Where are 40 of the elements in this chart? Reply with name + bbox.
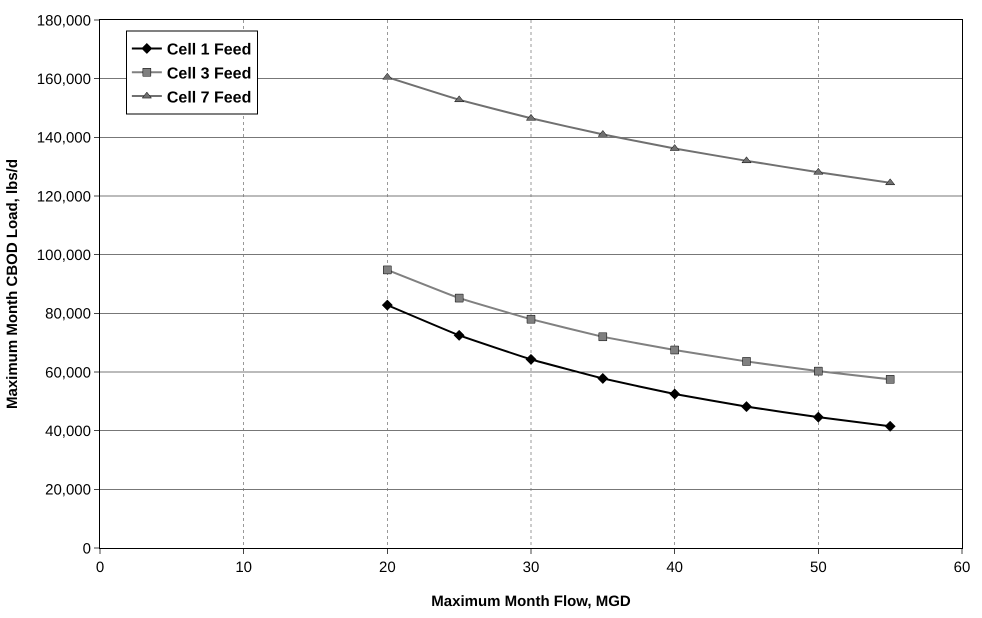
y-tick-label: 120,000 <box>36 188 91 206</box>
point <box>670 346 679 354</box>
point <box>742 357 751 366</box>
y-tick-label: 100,000 <box>36 246 91 264</box>
y-tick-label: 0 <box>82 540 91 558</box>
y-tick-label: 40,000 <box>45 422 91 440</box>
y-tick-label: 80,000 <box>45 306 91 323</box>
point <box>812 412 824 423</box>
point <box>886 375 894 384</box>
point <box>884 420 896 432</box>
point <box>454 330 465 341</box>
point <box>526 114 536 121</box>
point <box>526 314 536 324</box>
x-tick-label: 30 <box>522 559 540 576</box>
y-axis-title: Maximum Month CBOD Load, lbs/d <box>4 159 22 409</box>
point <box>742 156 752 164</box>
point <box>814 366 823 376</box>
legend-label: Cell 1 Feed <box>166 42 252 59</box>
x-tick-label: 10 <box>235 559 252 576</box>
x-tick-label: 0 <box>96 559 104 576</box>
y-tick-label: 180,000 <box>36 12 91 30</box>
x-axis-title: Maximum Month Flow, MGD <box>431 593 631 610</box>
point <box>597 373 608 384</box>
x-tick-label: 60 <box>954 559 970 576</box>
point <box>526 354 536 365</box>
point <box>598 332 608 342</box>
legend-label: Cell 7 Feed <box>166 89 252 106</box>
point <box>454 294 464 302</box>
legend-label: Cell 3 Feed <box>166 66 252 82</box>
y-tick-label: 20,000 <box>45 482 91 499</box>
y-tick-label: 160,000 <box>36 70 91 88</box>
y-tick-label: 140,000 <box>36 130 91 147</box>
x-tick-label: 20 <box>378 559 396 576</box>
x-tick-label: 50 <box>810 559 827 576</box>
point <box>669 388 680 400</box>
point <box>741 401 752 412</box>
point <box>382 300 393 311</box>
y-tick-label: 60,000 <box>45 364 91 382</box>
point <box>383 266 392 274</box>
x-tick-label: 40 <box>666 559 684 576</box>
